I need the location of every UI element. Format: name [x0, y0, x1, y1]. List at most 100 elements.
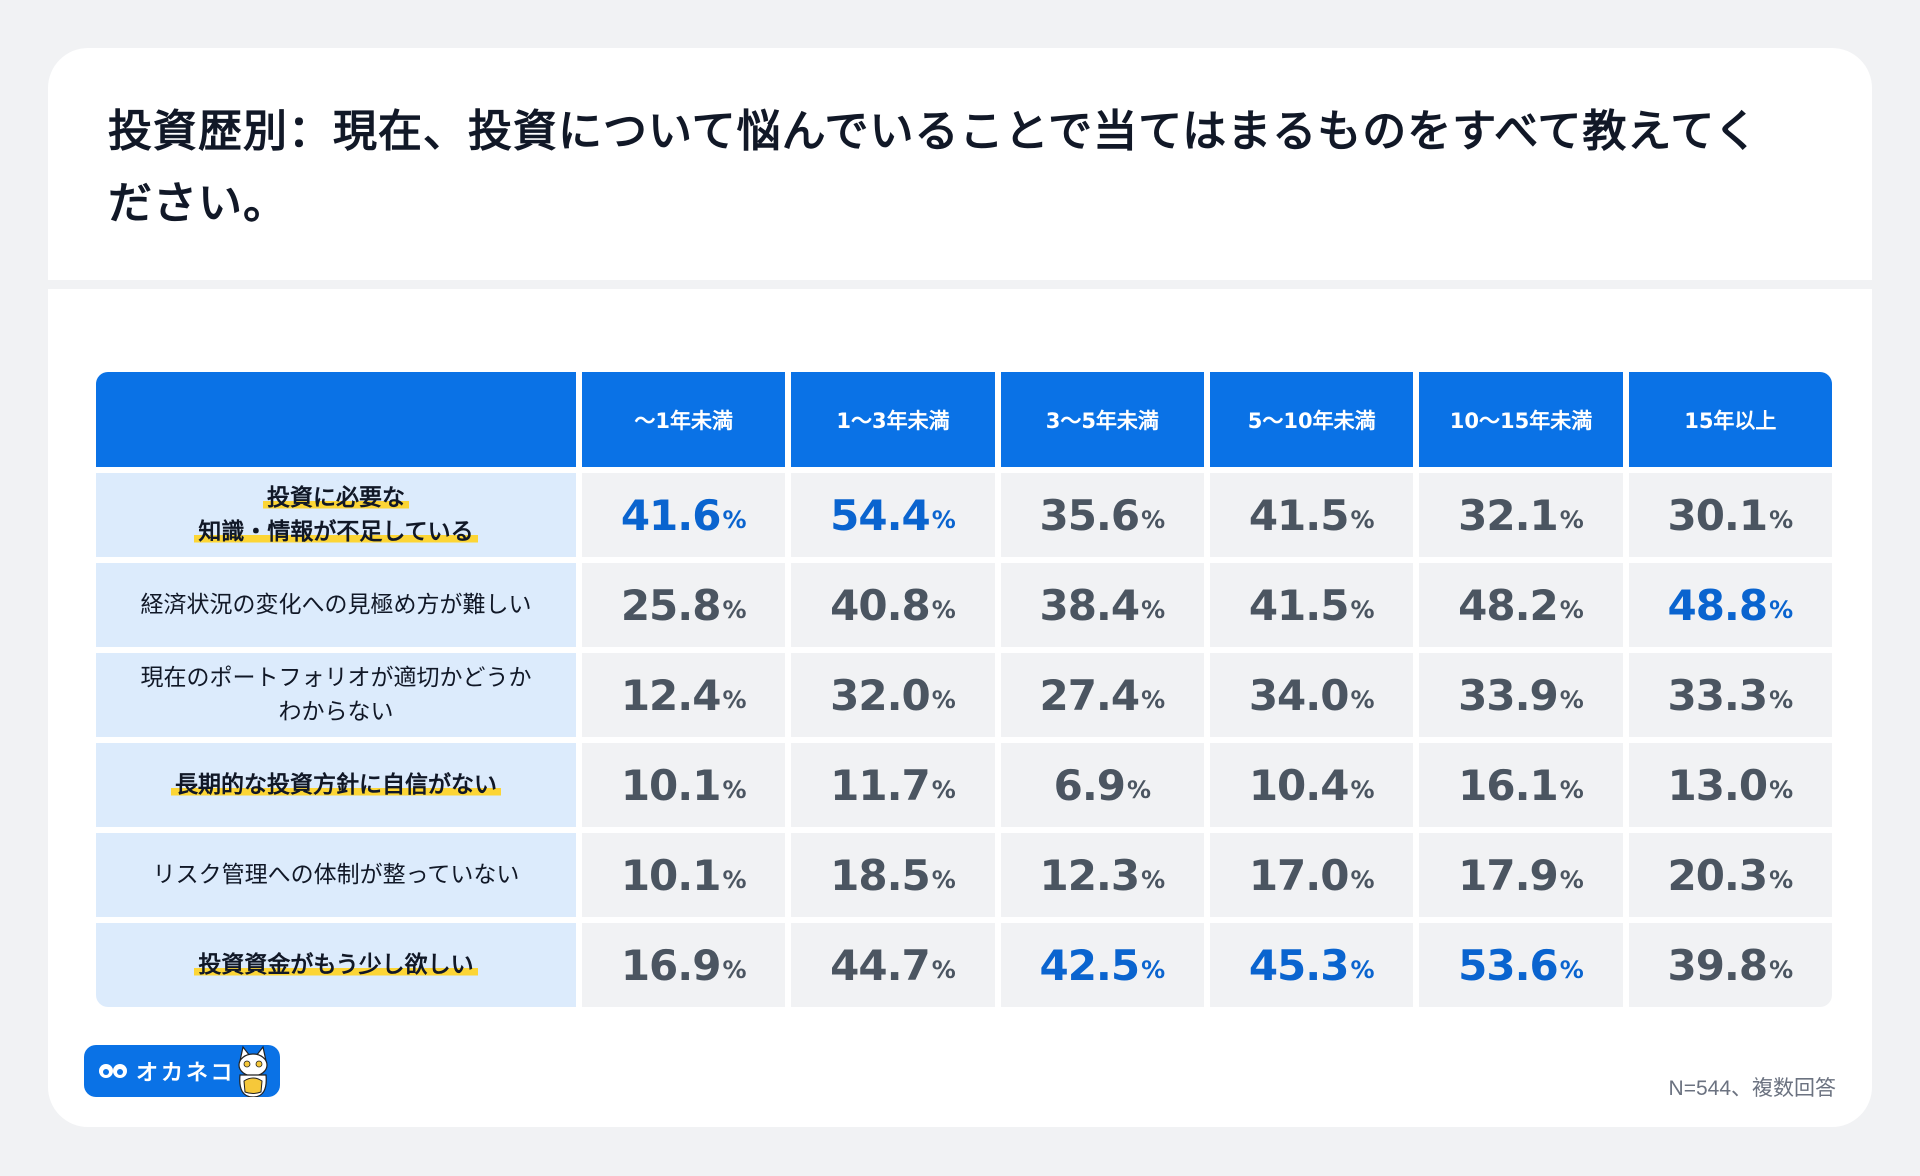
percent-unit: %: [931, 866, 956, 894]
percent-unit: %: [931, 596, 956, 624]
value-number: 12.4: [620, 670, 722, 720]
percent-unit: %: [1559, 506, 1584, 534]
value-cell: 40.8%: [791, 563, 995, 647]
value-cell: 33.3%: [1628, 653, 1832, 737]
value-number: 40.8: [830, 580, 931, 630]
value-cell: 53.6%: [1419, 923, 1623, 1007]
results-table: 〜1年未満 1〜3年未満 3〜5年未満 5〜10年未満 10〜15年未満 15年…: [96, 372, 1832, 1007]
column-header: 〜1年未満: [582, 372, 786, 467]
percent-unit: %: [1769, 686, 1794, 714]
value-cell: 12.3%: [1000, 833, 1204, 917]
value-number: 30.1: [1667, 490, 1768, 540]
value-cell: 48.2%: [1419, 563, 1623, 647]
value-number: 25.8: [620, 580, 722, 630]
okaneko-logo: オカネコ: [84, 1045, 280, 1097]
value-number: 32.0: [830, 670, 931, 720]
percent-unit: %: [1350, 686, 1375, 714]
value-number: 20.3: [1667, 850, 1768, 900]
percent-unit: %: [1559, 956, 1584, 984]
value-number: 16.9: [620, 940, 722, 990]
percent-unit: %: [1141, 686, 1166, 714]
percent-unit: %: [1127, 776, 1152, 804]
value-cell: 32.0%: [791, 653, 995, 737]
value-cell: 41.6%: [582, 473, 786, 557]
percent-unit: %: [931, 776, 956, 804]
row-label-line: 投資資金がもう少し欲しい: [194, 952, 478, 978]
percent-unit: %: [931, 506, 956, 534]
row-label-line: わからない: [278, 699, 394, 725]
row-label-line: 投資に必要な: [263, 485, 409, 511]
value-number: 18.5: [830, 850, 931, 900]
value-cell: 41.5%: [1209, 563, 1414, 647]
percent-unit: %: [1559, 776, 1584, 804]
percent-unit: %: [1141, 956, 1166, 984]
value-cell: 10.4%: [1209, 743, 1414, 827]
page-title: 投資歴別：現在、投資について悩んでいることで当てはまるものをすべて教えてください…: [108, 106, 1759, 229]
percent-unit: %: [722, 956, 747, 984]
value-number: 16.1: [1458, 760, 1559, 810]
value-number: 10.1: [620, 760, 722, 810]
value-cell: 18.5%: [791, 833, 995, 917]
percent-unit: %: [1350, 776, 1375, 804]
value-cell: 10.1%: [582, 743, 786, 827]
column-header: 15年以上: [1628, 372, 1832, 467]
value-cell: 34.0%: [1209, 653, 1414, 737]
value-cell: 10.1%: [582, 833, 786, 917]
value-number: 39.8: [1667, 940, 1768, 990]
row-label-text: 投資に必要な知識・情報が不足している: [194, 481, 478, 549]
value-number: 38.4: [1039, 580, 1140, 630]
value-cell: 16.1%: [1419, 743, 1623, 827]
value-number: 10.1: [620, 850, 722, 900]
percent-unit: %: [931, 956, 956, 984]
value-number: 27.4: [1039, 670, 1140, 720]
sample-note: N=544、複数回答: [1668, 1077, 1836, 1100]
value-number: 34.0: [1248, 670, 1350, 720]
value-number: 17.0: [1248, 850, 1350, 900]
value-number: 53.6: [1458, 940, 1559, 990]
row-label: 長期的な投資方針に自信がない: [96, 743, 576, 827]
percent-unit: %: [722, 686, 747, 714]
percent-unit: %: [1141, 506, 1166, 534]
value-number: 11.7: [830, 760, 931, 810]
column-header: 3〜5年未満: [1000, 372, 1204, 467]
row-label-line: 知識・情報が不足している: [194, 519, 478, 545]
value-cell: 41.5%: [1209, 473, 1414, 557]
value-cell: 54.4%: [791, 473, 995, 557]
percent-unit: %: [1559, 866, 1584, 894]
value-cell: 39.8%: [1628, 923, 1832, 1007]
row-label-text: 経済状況の変化への見極め方が難しい: [141, 588, 532, 622]
row-label-line: 経済状況の変化への見極め方が難しい: [140, 592, 532, 618]
percent-unit: %: [722, 866, 747, 894]
value-number: 41.5: [1248, 490, 1350, 540]
value-cell: 35.6%: [1000, 473, 1204, 557]
percent-unit: %: [1769, 866, 1794, 894]
logo-brand-text: オカネコ: [136, 1061, 236, 1086]
row-label-text: リスク管理への体制が整っていない: [153, 858, 520, 892]
percent-unit: %: [722, 506, 747, 534]
value-number: 17.9: [1458, 850, 1559, 900]
value-number: 48.2: [1458, 580, 1559, 630]
value-number: 45.3: [1248, 940, 1350, 990]
percent-unit: %: [1769, 596, 1794, 624]
value-cell: 25.8%: [582, 563, 786, 647]
value-cell: 12.4%: [582, 653, 786, 737]
row-label: 経済状況の変化への見極め方が難しい: [96, 563, 576, 647]
value-number: 33.3: [1667, 670, 1768, 720]
value-number: 44.7: [830, 940, 931, 990]
value-number: 41.6: [620, 490, 722, 540]
value-cell: 20.3%: [1628, 833, 1832, 917]
row-label-line: 現在のポートフォリオが適切かどうか: [140, 665, 532, 691]
value-cell: 38.4%: [1000, 563, 1204, 647]
value-cell: 32.1%: [1419, 473, 1623, 557]
row-label: 投資に必要な知識・情報が不足している: [96, 473, 576, 557]
percent-unit: %: [1141, 866, 1166, 894]
logo-eyes-icon: [99, 1064, 127, 1078]
column-header: 10〜15年未満: [1419, 372, 1623, 467]
percent-unit: %: [1559, 686, 1584, 714]
percent-unit: %: [1141, 596, 1166, 624]
value-number: 32.1: [1458, 490, 1559, 540]
row-label-line: 長期的な投資方針に自信がない: [171, 772, 501, 798]
value-cell: 27.4%: [1000, 653, 1204, 737]
cat-mascot-icon: [238, 1045, 268, 1097]
value-cell: 17.0%: [1209, 833, 1414, 917]
